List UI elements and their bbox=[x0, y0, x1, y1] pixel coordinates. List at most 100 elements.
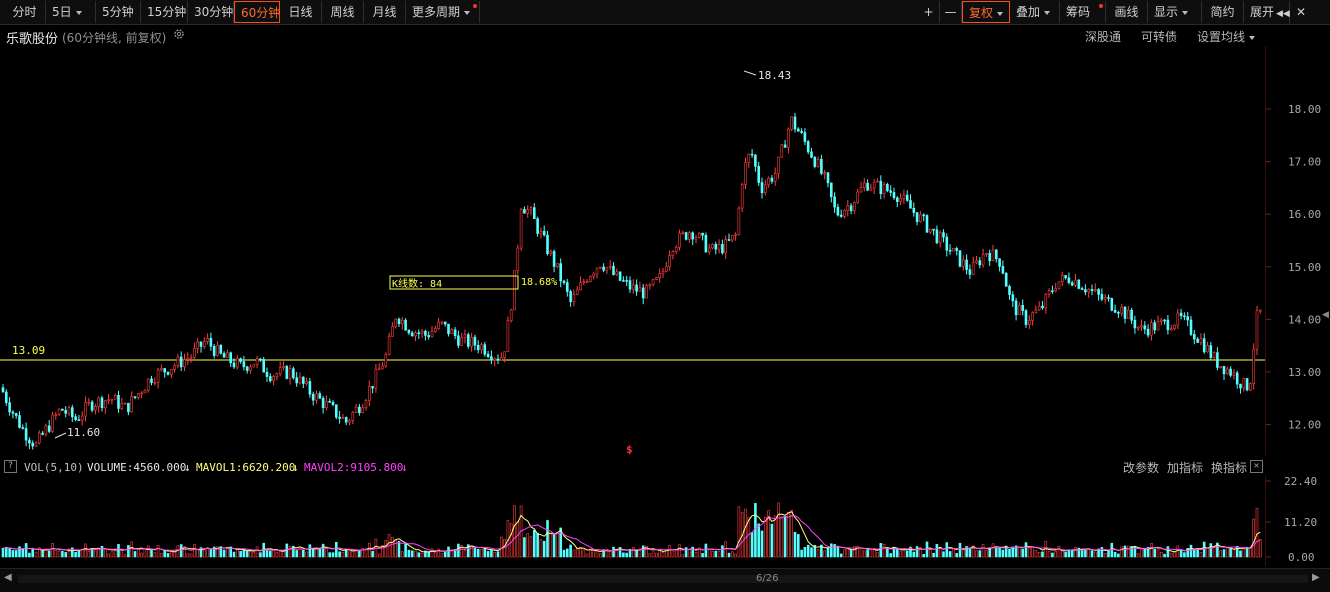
candle-body[interactable] bbox=[80, 415, 84, 421]
candle-body[interactable] bbox=[800, 130, 803, 133]
candle-body[interactable] bbox=[1219, 366, 1222, 368]
candle-body[interactable] bbox=[905, 194, 909, 201]
candle-body[interactable] bbox=[717, 243, 721, 250]
candle-body[interactable] bbox=[311, 393, 315, 401]
candle-body[interactable] bbox=[1222, 366, 1226, 375]
candle-body[interactable] bbox=[57, 408, 61, 415]
candle-body[interactable] bbox=[374, 368, 378, 389]
candle-body[interactable] bbox=[1077, 279, 1081, 289]
candle-body[interactable] bbox=[1189, 319, 1193, 335]
candle-body[interactable] bbox=[572, 294, 576, 302]
candle-body[interactable] bbox=[1153, 322, 1156, 331]
candle-body[interactable] bbox=[450, 329, 454, 334]
candle-body[interactable] bbox=[453, 329, 457, 337]
candle-body[interactable] bbox=[476, 344, 480, 351]
candle-body[interactable] bbox=[810, 151, 813, 158]
candle-body[interactable] bbox=[255, 358, 259, 365]
candle-body[interactable] bbox=[252, 364, 256, 368]
candle-body[interactable] bbox=[529, 207, 533, 211]
candle-body[interactable] bbox=[932, 228, 935, 231]
candle-body[interactable] bbox=[556, 263, 559, 267]
candle-body[interactable] bbox=[24, 428, 28, 441]
candle-body[interactable] bbox=[895, 197, 899, 202]
candle-body[interactable] bbox=[892, 192, 896, 199]
candle-body[interactable] bbox=[945, 236, 949, 251]
candle-body[interactable] bbox=[183, 359, 186, 368]
candle-body[interactable] bbox=[203, 341, 206, 347]
candle-body[interactable] bbox=[767, 177, 770, 186]
candle-body[interactable] bbox=[1044, 294, 1048, 309]
candle-body[interactable] bbox=[909, 200, 912, 209]
candle-body[interactable] bbox=[295, 377, 299, 384]
candle-body[interactable] bbox=[404, 319, 407, 331]
candle-body[interactable] bbox=[47, 425, 51, 432]
candle-body[interactable] bbox=[358, 406, 361, 414]
candle-body[interactable] bbox=[991, 249, 995, 262]
candle-body[interactable] bbox=[1064, 275, 1067, 279]
candle-body[interactable] bbox=[1242, 378, 1246, 389]
candle-body[interactable] bbox=[64, 410, 67, 414]
candle-body[interactable] bbox=[803, 132, 807, 142]
candle-body[interactable] bbox=[1103, 297, 1107, 300]
candle-body[interactable] bbox=[298, 376, 302, 384]
add-indicator-link[interactable]: 加指标 bbox=[1166, 461, 1203, 475]
candle-body[interactable] bbox=[14, 413, 18, 416]
candle-body[interactable] bbox=[265, 371, 269, 377]
candle-body[interactable] bbox=[754, 154, 757, 167]
candle-body[interactable] bbox=[872, 181, 876, 189]
candle-body[interactable] bbox=[417, 332, 421, 335]
candle-body[interactable] bbox=[117, 394, 120, 409]
candle-body[interactable] bbox=[1245, 378, 1249, 391]
candle-body[interactable] bbox=[605, 267, 609, 271]
candle-body[interactable] bbox=[780, 144, 784, 158]
candle-body[interactable] bbox=[1146, 328, 1150, 336]
candle-body[interactable] bbox=[635, 284, 638, 292]
candle-body[interactable] bbox=[641, 287, 645, 299]
candle-body[interactable] bbox=[625, 280, 629, 282]
candle-body[interactable] bbox=[592, 273, 596, 277]
candle-body[interactable] bbox=[711, 243, 714, 249]
candle-body[interactable] bbox=[513, 270, 516, 311]
candle-body[interactable] bbox=[704, 234, 708, 253]
candle-body[interactable] bbox=[460, 337, 464, 346]
candle-body[interactable] bbox=[28, 439, 31, 444]
candle-body[interactable] bbox=[1054, 288, 1057, 292]
candle-body[interactable] bbox=[11, 411, 15, 414]
candle-body[interactable] bbox=[1156, 321, 1160, 331]
candle-body[interactable] bbox=[697, 232, 701, 238]
candle-body[interactable] bbox=[463, 334, 467, 338]
candle-body[interactable] bbox=[952, 248, 955, 252]
candle-body[interactable] bbox=[1018, 305, 1021, 316]
candle-body[interactable] bbox=[34, 442, 38, 447]
candle-body[interactable] bbox=[268, 376, 272, 382]
candle-body[interactable] bbox=[196, 341, 199, 349]
candle-body[interactable] bbox=[367, 386, 371, 402]
candle-body[interactable] bbox=[730, 235, 734, 241]
candle-body[interactable] bbox=[681, 232, 685, 234]
candle-body[interactable] bbox=[443, 321, 447, 325]
candle-body[interactable] bbox=[582, 281, 586, 283]
candle-body[interactable] bbox=[1166, 319, 1170, 331]
candle-body[interactable] bbox=[1120, 306, 1123, 314]
fuquan-menu[interactable]: 复权 bbox=[962, 1, 1010, 23]
candle-body[interactable] bbox=[839, 214, 843, 217]
period-weekly[interactable]: 周线 bbox=[322, 1, 364, 23]
candle-body[interactable] bbox=[1136, 326, 1140, 329]
candle-body[interactable] bbox=[305, 381, 308, 384]
candle-body[interactable] bbox=[51, 414, 54, 432]
candle-body[interactable] bbox=[595, 267, 599, 275]
candle-body[interactable] bbox=[1206, 345, 1209, 353]
candle-body[interactable] bbox=[123, 402, 127, 405]
candle-body[interactable] bbox=[585, 280, 589, 283]
candle-body[interactable] bbox=[275, 373, 279, 377]
candle-body[interactable] bbox=[793, 116, 797, 130]
candle-body[interactable] bbox=[628, 280, 632, 290]
candle-body[interactable] bbox=[226, 352, 229, 358]
candle-body[interactable] bbox=[503, 351, 506, 358]
candle-body[interactable] bbox=[1133, 319, 1137, 329]
candle-body[interactable] bbox=[424, 330, 427, 336]
scroll-left-icon[interactable]: ◀ bbox=[4, 572, 12, 583]
candle-body[interactable] bbox=[1061, 275, 1064, 283]
candle-body[interactable] bbox=[437, 321, 440, 329]
candle-body[interactable] bbox=[176, 356, 180, 366]
